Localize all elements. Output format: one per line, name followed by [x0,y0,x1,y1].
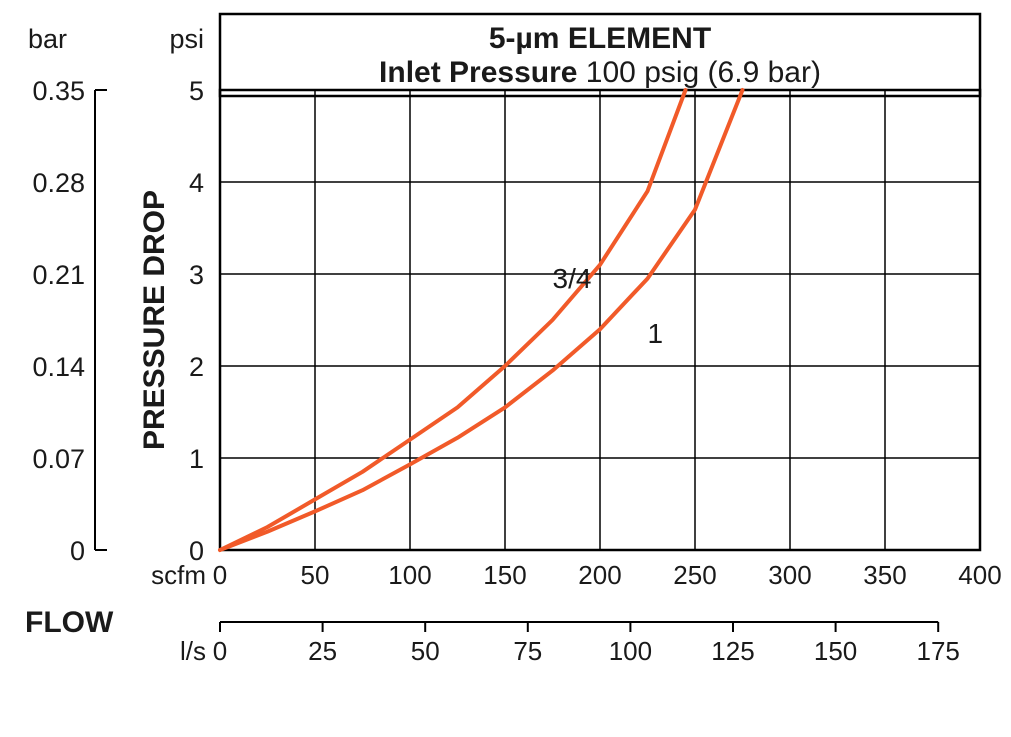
svg-text:150: 150 [814,636,857,666]
svg-text:350: 350 [863,560,906,590]
svg-text:0: 0 [213,560,227,590]
x-unit-scfm: scfm [151,560,206,590]
svg-text:25: 25 [308,636,337,666]
svg-text:75: 75 [513,636,542,666]
svg-text:250: 250 [673,560,716,590]
svg-text:400: 400 [958,560,1001,590]
y-axis-title: PRESSURE DROP [138,190,171,450]
svg-text:0.07: 0.07 [32,444,85,474]
svg-text:300: 300 [768,560,811,590]
svg-text:0.14: 0.14 [32,352,85,382]
x-unit-ls: l/s [180,636,206,666]
svg-text:125: 125 [711,636,754,666]
svg-text:2: 2 [189,352,204,382]
x-axis-title: FLOW [25,606,114,639]
svg-text:175: 175 [917,636,960,666]
series-label-1: 1 [648,318,664,349]
svg-text:4: 4 [189,168,204,198]
svg-text:50: 50 [301,560,330,590]
svg-text:1: 1 [189,444,204,474]
y-unit-bar: bar [28,24,67,54]
chart-title-line1: 5-µm ELEMENT [489,22,711,55]
svg-text:0: 0 [70,536,85,566]
svg-text:100: 100 [609,636,652,666]
y-unit-psi: psi [169,24,204,54]
svg-text:100: 100 [388,560,431,590]
svg-text:0.28: 0.28 [32,168,85,198]
svg-text:0.35: 0.35 [32,76,85,106]
chart-title-line2: Inlet Pressure 100 psig (6.9 bar) [379,56,821,89]
svg-text:5: 5 [189,76,204,106]
pressure-drop-chart: 5-µm ELEMENTInlet Pressure 100 psig (6.9… [0,0,1011,737]
svg-text:0: 0 [213,636,227,666]
svg-text:0.21: 0.21 [32,260,85,290]
svg-text:150: 150 [483,560,526,590]
series-label-3/4: 3/4 [553,263,592,294]
svg-text:3: 3 [189,260,204,290]
svg-text:50: 50 [411,636,440,666]
svg-text:200: 200 [578,560,621,590]
